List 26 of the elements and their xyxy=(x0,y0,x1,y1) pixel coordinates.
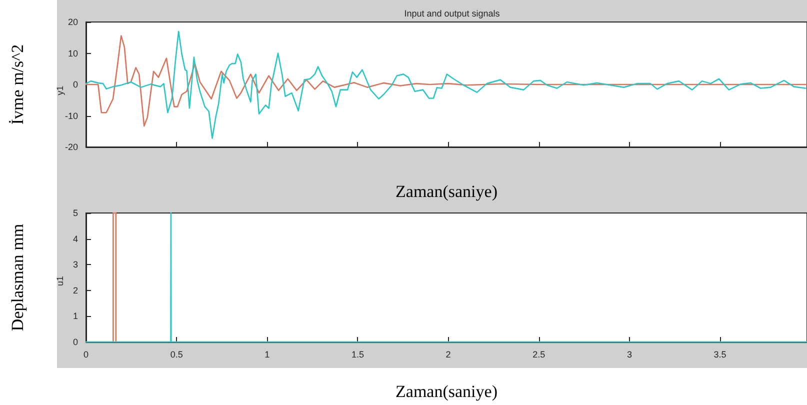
y-tick-label: 0 xyxy=(72,337,78,347)
y-tick-label: 5 xyxy=(72,208,78,218)
x-tick-label: 0.5 xyxy=(170,350,183,360)
x-tick-label: 3 xyxy=(626,350,632,360)
y-tick-label: 0 xyxy=(72,80,78,90)
y-tick-label: 3 xyxy=(72,260,78,270)
chart-title: Input and output signals xyxy=(404,8,500,18)
y-tick-label: 4 xyxy=(72,234,78,244)
x-axis-title: Zaman(saniye) xyxy=(396,182,498,201)
y-tick-label: 1 xyxy=(72,311,78,322)
text: y1 xyxy=(55,86,65,96)
y-tick-label: 20 xyxy=(68,17,78,27)
x-tick-label: 0 xyxy=(83,350,89,360)
x-tick-label: 3.5 xyxy=(714,350,726,360)
y-tick-label: -10 xyxy=(64,110,78,121)
y-tick-label: 2 xyxy=(72,285,78,296)
y-tick-label: -20 xyxy=(64,142,78,152)
x-tick-label: 2.5 xyxy=(532,350,546,360)
y-axis-title: Deplasman mm xyxy=(8,224,27,332)
text: u1 xyxy=(55,276,65,286)
x-tick-label: 1 xyxy=(264,350,270,360)
y-tick-label: 10 xyxy=(68,48,78,58)
y-axis-title: İvme m/s^2 xyxy=(8,44,27,125)
x-tick-label: 1.5 xyxy=(351,350,364,360)
x-axis-title: Zaman(saniye) xyxy=(396,382,498,401)
x-tick-label: 2 xyxy=(446,350,451,360)
